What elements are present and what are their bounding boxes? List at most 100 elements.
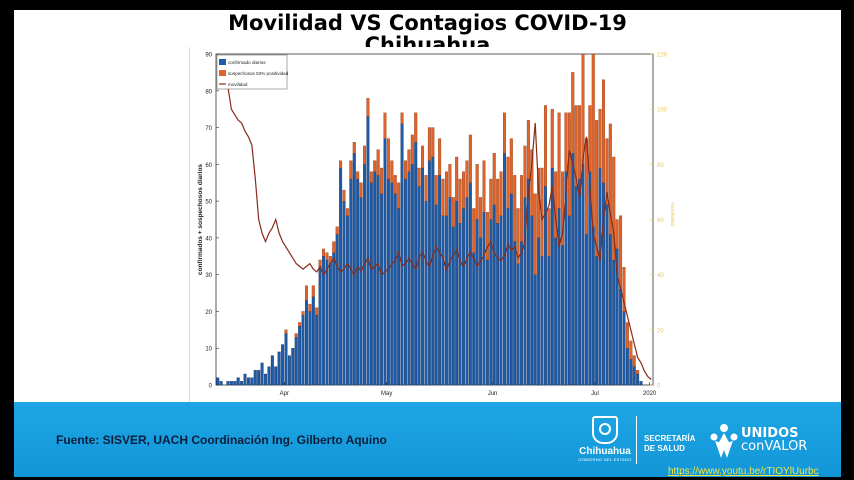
bar-confirmed — [475, 219, 479, 386]
bar-confirmed — [229, 381, 233, 386]
bar-suspected — [615, 219, 619, 250]
bar-confirmed — [448, 197, 452, 386]
y-tick-label: 0 — [209, 384, 213, 390]
bar-confirmed — [325, 259, 329, 386]
bar-suspected — [322, 248, 326, 257]
bar-confirmed — [233, 381, 237, 386]
logo-chihuahua-subtitle: GOBIERNO DEL ESTADO — [578, 457, 632, 462]
bar-suspected — [349, 160, 353, 180]
bar-confirmed — [335, 234, 339, 386]
covid-mobility-chart: 0 10 20 30 40 50 60 70 80 90 0 20 40 60 80 100 120 Apr May… — [197, 53, 675, 411]
bar-confirmed — [287, 355, 291, 386]
bar-confirmed — [267, 366, 271, 386]
bar-confirmed — [356, 178, 360, 386]
y-right-tick-label: 80 — [657, 163, 664, 169]
secretaria-line-2: DE SALUD — [644, 444, 685, 453]
bar-suspected — [619, 215, 623, 290]
bar-confirmed — [485, 259, 489, 386]
bar-confirmed — [639, 381, 643, 386]
x-tick-label: Apr — [280, 391, 289, 397]
bar-suspected — [588, 105, 592, 172]
bar-confirmed — [253, 370, 257, 386]
video-url-link[interactable]: https://www.youtu.be/rTIOYlUurbc — [668, 466, 819, 477]
bar-confirmed — [417, 186, 421, 386]
bar-suspected — [417, 167, 421, 187]
secretaria-line-1: SECRETARÍA — [644, 434, 696, 443]
y-tick-label: 50 — [205, 200, 212, 206]
bar-suspected — [578, 105, 582, 180]
bar-confirmed — [584, 234, 588, 386]
bars-group — [216, 53, 643, 386]
bar-suspected — [427, 127, 431, 161]
bar-confirmed — [509, 193, 513, 386]
bar-confirmed — [339, 167, 343, 386]
bar-suspected — [550, 109, 554, 169]
bar-confirmed — [298, 326, 302, 386]
bar-suspected — [543, 105, 547, 187]
bar-confirmed — [240, 381, 244, 386]
bar-suspected — [431, 127, 435, 158]
chart-frame: 0 10 20 30 40 50 60 70 80 90 0 20 40 60 80 100 120 Apr May… — [189, 47, 679, 414]
bar-confirmed — [434, 204, 438, 386]
bar-suspected — [557, 112, 561, 209]
bar-suspected — [345, 208, 349, 216]
bar-suspected — [458, 178, 462, 224]
bar-confirmed — [612, 259, 616, 386]
bar-suspected — [308, 303, 312, 312]
bar-confirmed — [301, 314, 305, 386]
bar-confirmed — [503, 153, 506, 386]
logo-divider — [636, 416, 637, 464]
bar-confirmed — [554, 237, 558, 386]
bar-suspected — [332, 241, 336, 253]
bar-suspected — [451, 197, 455, 227]
y-tick-label: 90 — [205, 53, 212, 59]
bar-confirmed — [472, 252, 476, 386]
bar-confirmed — [304, 300, 308, 386]
bar-confirmed — [533, 274, 537, 386]
bar-suspected — [311, 285, 315, 297]
bar-confirmed — [373, 171, 377, 386]
bar-suspected — [496, 178, 500, 224]
bar-confirmed — [226, 381, 230, 386]
bar-confirmed — [393, 193, 397, 386]
bar-confirmed — [380, 193, 384, 386]
bar-suspected — [369, 171, 373, 183]
bar-confirmed — [629, 359, 633, 386]
bar-confirmed — [407, 171, 411, 386]
bar-suspected — [434, 175, 438, 205]
source-credit: Fuente: SISVER, UACH Coordinación Ing. G… — [56, 433, 387, 447]
bar-suspected — [441, 178, 445, 216]
bar-suspected — [376, 149, 380, 176]
bar-confirmed — [332, 252, 336, 386]
bar-confirmed — [243, 373, 247, 386]
bar-confirmed — [520, 241, 524, 386]
bar-suspected — [339, 160, 343, 169]
bar-confirmed — [540, 256, 544, 386]
bar-confirmed — [625, 348, 629, 386]
bar-suspected — [424, 175, 428, 202]
bar-confirmed — [605, 204, 609, 386]
y-tick-label: 70 — [205, 126, 212, 132]
bar-confirmed — [311, 296, 315, 386]
bar-suspected — [284, 329, 288, 334]
bar-suspected — [465, 160, 469, 198]
bar-suspected — [301, 311, 305, 316]
y-tick-label: 40 — [205, 236, 212, 242]
bar-suspected — [380, 167, 384, 194]
bar-suspected — [533, 193, 537, 275]
bar-confirmed — [499, 215, 503, 386]
bar-confirmed — [264, 373, 267, 386]
bar-suspected — [298, 322, 302, 327]
unidos-con-valor-logo: UNIDOS conVALOR — [741, 427, 807, 453]
bar-suspected — [455, 156, 459, 202]
x-tick-label: 2020 — [643, 391, 657, 397]
bar-confirmed — [438, 175, 442, 386]
bar-confirmed — [216, 377, 220, 386]
bar-suspected — [444, 171, 448, 216]
y-tick-label: 10 — [205, 347, 212, 353]
title-line-1: Movilidad VS Contagios COVID-19 — [228, 11, 627, 35]
bar-confirmed — [444, 215, 448, 386]
bar-suspected — [485, 211, 489, 261]
bar-confirmed — [383, 138, 387, 386]
bar-confirmed — [246, 377, 250, 386]
